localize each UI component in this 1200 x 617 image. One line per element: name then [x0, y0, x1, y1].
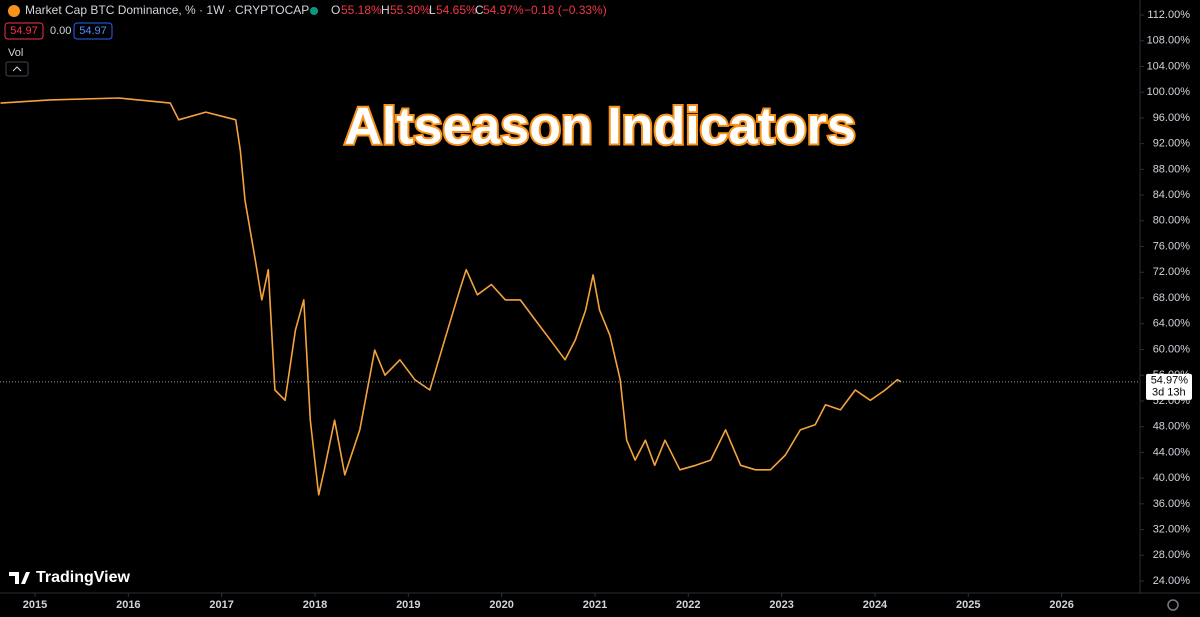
- last-price-box: [1146, 373, 1192, 400]
- x-tick-label: 2015: [23, 599, 47, 611]
- x-tick-label: 2024: [863, 599, 888, 611]
- chart-title: Altseason Indicators: [344, 98, 855, 156]
- box-value: 54.97: [79, 25, 107, 37]
- x-tick-label: 2026: [1049, 599, 1073, 611]
- y-tick-label: 112.00%: [1147, 9, 1190, 21]
- volume-label: Vol: [8, 47, 23, 59]
- x-tick-label: 2021: [583, 599, 607, 611]
- symbol: Market Cap BTC Dominance, % · 1W · CRYPT…: [25, 3, 309, 17]
- x-tick-label: 2019: [396, 599, 420, 611]
- y-tick-label: 40.00%: [1153, 472, 1191, 484]
- y-tick-label: 92.00%: [1153, 138, 1191, 150]
- ohlc-value: 55.30%: [390, 3, 431, 17]
- x-tick-label: 2025: [956, 599, 980, 611]
- status-dot: [310, 7, 318, 15]
- y-tick-label: 68.00%: [1153, 292, 1191, 304]
- ohlc-value: 54.97%: [483, 3, 524, 17]
- y-tick-label: 36.00%: [1153, 498, 1191, 510]
- x-tick-label: 2020: [489, 599, 513, 611]
- y-tick-label: 88.00%: [1153, 163, 1191, 175]
- y-tick-label: 104.00%: [1147, 60, 1191, 72]
- countdown: 3d 13h: [1152, 387, 1186, 399]
- ohlc-value: 55.18%: [341, 3, 382, 17]
- ohlc-label: C: [475, 3, 484, 17]
- x-tick-label: 2016: [116, 599, 140, 611]
- y-tick-label: 64.00%: [1153, 318, 1191, 330]
- ohlc-label: O: [331, 3, 340, 17]
- change: −0.18 (−0.33%): [524, 3, 607, 17]
- collapse-icon: [12, 66, 22, 72]
- y-tick-label: 72.00%: [1153, 266, 1191, 278]
- ohlc-label: H: [381, 3, 390, 17]
- ohlc-label: L: [429, 3, 436, 17]
- y-tick-label: 96.00%: [1153, 112, 1191, 124]
- price-line: [0, 97, 902, 496]
- y-tick-label: 28.00%: [1153, 549, 1191, 561]
- box: [73, 22, 113, 40]
- last-price-label: 54.97%: [1151, 375, 1189, 387]
- y-tick-label: 60.00%: [1153, 343, 1191, 355]
- y-tick-label: 84.00%: [1153, 189, 1191, 201]
- y-tick-label: 76.00%: [1153, 240, 1191, 252]
- collapse-button[interactable]: [5, 61, 29, 77]
- y-tick-label: 108.00%: [1147, 35, 1191, 47]
- y-tick-label: 24.00%: [1153, 575, 1191, 587]
- box: [4, 22, 44, 40]
- box-value: 54.97: [10, 25, 38, 37]
- settings-icon[interactable]: [1167, 599, 1179, 611]
- y-tick-label: 48.00%: [1153, 421, 1191, 433]
- ohlc-value: 54.65%: [436, 3, 477, 17]
- x-tick-label: 2023: [769, 599, 793, 611]
- y-tick-label: 100.00%: [1147, 86, 1191, 98]
- logo-icon: [9, 572, 30, 584]
- x-tick-label: 2022: [676, 599, 700, 611]
- box-value: 0.00: [50, 25, 71, 37]
- y-tick-label: 80.00%: [1153, 215, 1191, 227]
- watermark: TradingView: [36, 569, 131, 586]
- x-tick-label: 2018: [303, 599, 327, 611]
- x-tick-label: 2017: [209, 599, 233, 611]
- y-tick-label: 44.00%: [1153, 446, 1191, 458]
- y-tick-label: 32.00%: [1153, 523, 1191, 535]
- symbol-icon: [8, 5, 20, 17]
